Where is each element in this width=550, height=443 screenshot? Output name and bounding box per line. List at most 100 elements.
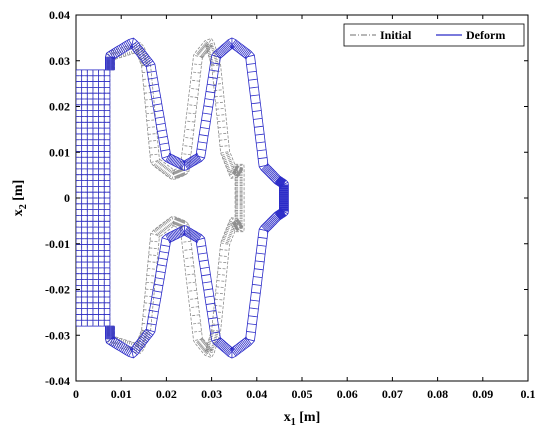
mesh-deform-element xyxy=(211,338,221,342)
mesh-initial-element xyxy=(213,311,223,313)
mesh-initial-element xyxy=(231,169,240,176)
mesh-deform-element xyxy=(248,78,258,81)
mesh-initial-element xyxy=(189,306,199,309)
mesh-deform-element xyxy=(173,157,178,166)
mesh-deform-element xyxy=(232,41,239,50)
mesh-initial-element xyxy=(177,168,182,177)
mesh-deform-element xyxy=(254,125,264,128)
mesh-deform-element xyxy=(176,228,182,237)
mesh-deform-element xyxy=(249,307,259,310)
mesh-deform-element xyxy=(194,233,200,242)
mesh-deform-element xyxy=(256,141,266,144)
mesh-deform-element xyxy=(196,234,202,243)
mesh-deform-element xyxy=(267,170,275,178)
mesh-deform-element xyxy=(137,50,146,57)
mesh-deform-element xyxy=(193,232,199,241)
mesh-deform-element xyxy=(131,347,139,354)
mesh-deform-element xyxy=(121,344,128,353)
mesh-deform-element xyxy=(245,51,252,60)
mesh-deform-element xyxy=(203,105,213,108)
mesh-deform-element xyxy=(217,340,224,348)
mesh-initial-element xyxy=(217,273,227,276)
mesh-initial-element xyxy=(219,145,230,147)
mesh-initial-element xyxy=(216,107,226,110)
mesh-initial-element xyxy=(146,112,156,115)
mesh-deform-element xyxy=(209,324,219,327)
mesh-initial-element xyxy=(225,230,235,235)
mesh-deform-element xyxy=(140,335,148,342)
mesh-deform-element xyxy=(106,53,114,60)
mesh-initial-element xyxy=(220,151,230,154)
mesh-initial-element xyxy=(216,114,226,116)
mesh-deform-element xyxy=(139,337,147,344)
mesh-deform-element xyxy=(186,159,192,168)
mesh-initial-element xyxy=(176,218,181,228)
base-block-deform xyxy=(76,69,111,327)
mesh-deform-element xyxy=(237,45,245,54)
mesh-initial-element xyxy=(182,249,192,251)
mesh-initial-element xyxy=(201,345,210,352)
mesh-deform-element xyxy=(207,309,217,313)
mesh-initial-element xyxy=(153,158,160,167)
mesh-initial-element xyxy=(227,166,236,171)
mesh-initial-element xyxy=(149,146,159,149)
mesh-initial-element xyxy=(200,344,209,351)
mesh-initial-element xyxy=(175,168,181,178)
mesh-deform-element xyxy=(207,83,217,87)
mesh-deform-element xyxy=(156,270,166,274)
mesh-deform-element xyxy=(277,210,283,219)
mesh-initial-element xyxy=(234,225,243,231)
mesh-initial-element xyxy=(234,164,243,170)
mesh-deform-element xyxy=(139,52,147,59)
mesh-deform-element xyxy=(220,45,228,53)
mesh-initial-element xyxy=(222,155,232,160)
mesh-initial-element xyxy=(198,341,206,348)
mesh-initial-element xyxy=(234,226,243,232)
mesh-initial-element xyxy=(188,96,198,98)
mesh-initial-element xyxy=(147,268,157,270)
mesh-deform-element xyxy=(178,159,183,169)
mesh-initial-element xyxy=(231,170,240,176)
mesh-initial-element xyxy=(233,224,243,231)
mesh-initial-element xyxy=(177,219,182,228)
mesh-deform-element xyxy=(200,266,210,270)
mesh-initial-element xyxy=(167,169,174,177)
mesh-initial-element xyxy=(231,220,240,227)
mesh-initial-element xyxy=(159,163,166,172)
mesh-deform-element xyxy=(120,343,126,352)
mesh-initial-element xyxy=(196,339,205,346)
mesh-deform-element xyxy=(153,283,163,287)
mesh-deform-element xyxy=(236,343,243,352)
mesh-deform-element xyxy=(276,177,282,185)
mesh-initial-element xyxy=(197,340,205,347)
mesh-initial-element xyxy=(183,257,193,260)
mesh-deform-element xyxy=(277,210,284,218)
mesh-deform-element xyxy=(213,51,221,59)
x-tick-label: 0 xyxy=(73,387,79,401)
mesh-deform-element xyxy=(133,45,142,53)
mesh-deform-element xyxy=(115,47,121,56)
mesh-deform-element xyxy=(230,39,237,48)
mesh-initial-element xyxy=(200,45,209,52)
mesh-deform-element xyxy=(171,156,177,165)
mesh-deform-element xyxy=(185,159,191,169)
mesh-deform-element xyxy=(196,153,202,162)
mesh-deform-element xyxy=(166,153,172,163)
mesh-deform-element xyxy=(213,337,221,345)
mesh-initial-element xyxy=(149,247,159,250)
mesh-deform-element xyxy=(118,342,124,351)
mesh-deform-element xyxy=(210,62,220,65)
mesh-initial-element xyxy=(116,338,121,347)
x-tick-label: 0.02 xyxy=(156,387,177,401)
mesh-deform-element xyxy=(120,44,126,53)
mesh-deform-element xyxy=(246,63,256,65)
mesh-deform-element xyxy=(236,44,243,53)
mesh-deform-element xyxy=(272,175,280,183)
mesh-initial-element xyxy=(158,162,165,171)
mesh-initial-element xyxy=(232,169,241,175)
mesh-initial-element xyxy=(167,219,174,227)
mesh-deform-element xyxy=(198,141,208,144)
mesh-initial-element xyxy=(208,53,218,58)
mesh-deform-element xyxy=(247,70,257,73)
mesh-deform-element xyxy=(231,347,238,356)
